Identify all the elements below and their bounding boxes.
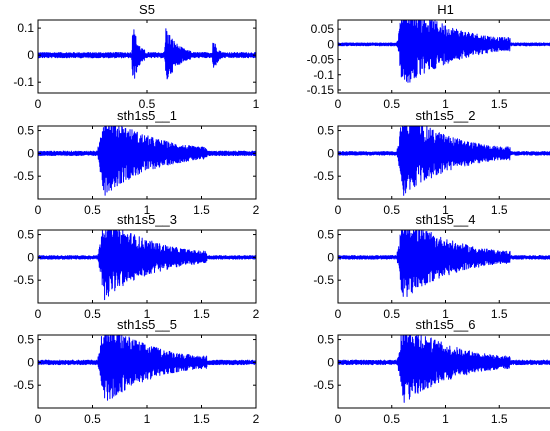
waveform-line — [338, 230, 550, 298]
y-tick-label: -0.5 — [13, 169, 34, 183]
y-tick-label: 0 — [27, 355, 34, 369]
x-tick-label: 0 — [335, 412, 342, 426]
y-tick-label: 0 — [327, 146, 334, 160]
x-tick-label: 1 — [442, 203, 449, 217]
y-tick-label: -0.5 — [13, 378, 34, 392]
subplot-3: 0 0.5 1 1.5 2 0.5 0 -0.5 sth1s5__1 — [13, 108, 259, 217]
y-tick-label: 0 — [327, 37, 334, 51]
subplot-5: 0 0.5 1 1.5 2 0.5 0 -0.5 sth1s5__3 — [13, 212, 259, 321]
subplot-title: S5 — [139, 2, 155, 17]
subplot-title: sth1s5__2 — [416, 108, 476, 123]
x-tick-label: 2 — [253, 203, 260, 217]
waveform-line — [338, 126, 550, 196]
x-tick-label: 0.5 — [84, 307, 101, 321]
x-tick-label: 1.5 — [193, 412, 210, 426]
subplot-title: sth1s5__6 — [416, 317, 476, 332]
x-tick-label: 0.5 — [383, 203, 400, 217]
y-tick-label: 0 — [27, 48, 34, 62]
x-tick-label: 0.5 — [84, 412, 101, 426]
x-tick-label: 0 — [35, 97, 42, 111]
y-tick-label: 0.1 — [17, 21, 34, 35]
x-tick-label: 0.5 — [84, 203, 101, 217]
x-tick-label: 0.5 — [383, 412, 400, 426]
waveform-line — [38, 126, 256, 196]
subplot-title: H1 — [437, 2, 454, 17]
subplot-title: sth1s5__1 — [117, 108, 177, 123]
waveform-line — [338, 20, 550, 83]
x-tick-label: 0 — [35, 307, 42, 321]
y-tick-label: 0.5 — [317, 228, 334, 242]
y-tick-label: 0 — [327, 355, 334, 369]
y-tick-label: -0.5 — [313, 378, 334, 392]
x-tick-label: 0 — [335, 203, 342, 217]
x-tick-label: 2 — [253, 307, 260, 321]
waveform-line — [338, 335, 550, 403]
y-tick-label: 0.5 — [17, 228, 34, 242]
subplot-1: 0 0.5 10.10-0.1S5 — [13, 2, 259, 111]
x-tick-label: 0.5 — [383, 307, 400, 321]
subplot-title: sth1s5__3 — [117, 212, 177, 227]
waveform-line — [38, 230, 256, 301]
y-tick-label: 0 — [27, 250, 34, 264]
x-tick-label: 0.5 — [139, 97, 156, 111]
x-tick-label: 1 — [144, 203, 151, 217]
y-tick-label: 0.5 — [17, 333, 34, 347]
x-tick-label: 1.5 — [491, 203, 508, 217]
x-tick-label: 0 — [35, 203, 42, 217]
y-tick-label: 0.05 — [311, 22, 335, 36]
y-tick-label: -0.5 — [313, 169, 334, 183]
y-tick-label: 0.5 — [17, 124, 34, 138]
x-tick-label: 1.5 — [491, 412, 508, 426]
x-tick-label: 0 — [35, 412, 42, 426]
y-tick-label: -0.5 — [313, 273, 334, 287]
x-tick-label: 1 — [253, 97, 260, 111]
y-tick-label: 0 — [27, 146, 34, 160]
x-tick-label: 0 — [335, 97, 342, 111]
y-tick-label: -0.15 — [307, 83, 335, 97]
x-tick-label: 1 — [144, 412, 151, 426]
waveform-line — [38, 28, 256, 80]
x-tick-label: 1 — [442, 412, 449, 426]
subplot-title: sth1s5__5 — [117, 317, 177, 332]
x-tick-label: 1 — [442, 97, 449, 111]
y-tick-label: -0.1 — [13, 75, 34, 89]
y-tick-label: -0.5 — [13, 273, 34, 287]
y-tick-label: -0.05 — [307, 53, 335, 67]
y-tick-label: 0.5 — [317, 124, 334, 138]
x-tick-label: 1.5 — [193, 203, 210, 217]
x-tick-label: 2 — [253, 412, 260, 426]
y-tick-label: 0.5 — [317, 333, 334, 347]
x-tick-label: 1.5 — [491, 307, 508, 321]
y-tick-label: 0 — [327, 250, 334, 264]
x-tick-label: 0.5 — [383, 97, 400, 111]
waveform-line — [38, 335, 256, 401]
subplot-title: sth1s5__4 — [416, 212, 476, 227]
x-tick-label: 1 — [144, 307, 151, 321]
x-tick-label: 0 — [335, 307, 342, 321]
x-tick-label: 1.5 — [491, 97, 508, 111]
x-tick-label: 1.5 — [193, 307, 210, 321]
y-tick-label: -0.1 — [313, 68, 334, 82]
subplot-7: 0 0.5 1 1.5 2 0.5 0 -0.5 sth1s5__5 — [13, 317, 259, 426]
x-tick-label: 1 — [442, 307, 449, 321]
